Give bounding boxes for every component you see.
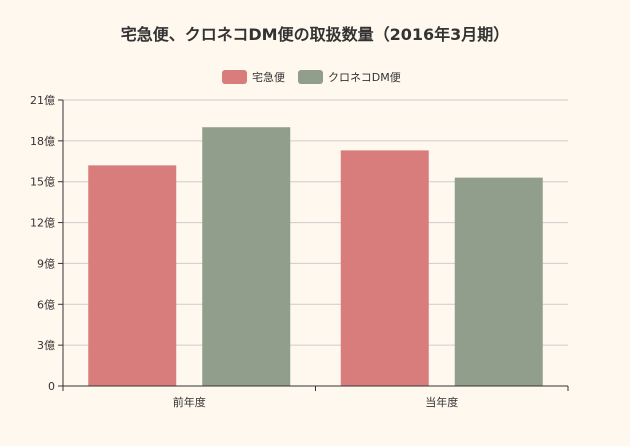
bar-kuroneko-dm-1[interactable] xyxy=(454,177,543,386)
y-tick-label: 12億 xyxy=(30,217,55,230)
legend-label-takkyubin[interactable]: 宅急便 xyxy=(252,70,285,84)
legend: 宅急便 クロネコDM便 xyxy=(222,70,401,84)
y-tick-label: 18億 xyxy=(30,135,55,148)
y-tick-label: 15億 xyxy=(30,176,55,189)
bars xyxy=(88,127,543,386)
legend-swatch-takkyubin[interactable] xyxy=(222,70,247,84)
legend-label-kuroneko-dm[interactable]: クロネコDM便 xyxy=(328,71,401,84)
bar-takkyubin-1[interactable] xyxy=(340,150,429,386)
y-tick-label: 3億 xyxy=(37,339,55,352)
y-tick-label: 0 xyxy=(48,380,55,393)
y-tick-label: 21億 xyxy=(30,94,55,107)
x-axis-category-labels: 前年度 当年度 xyxy=(173,395,459,409)
x-axis-ticks xyxy=(62,386,569,391)
x-category-label: 前年度 xyxy=(173,395,206,409)
y-tick-label: 6億 xyxy=(37,298,55,311)
bar-takkyubin-0[interactable] xyxy=(88,165,177,386)
y-tick-label: 9億 xyxy=(37,257,55,270)
y-axis-tick-labels: 0 3億 6億 9億 12億 15億 18億 21億 xyxy=(30,94,55,393)
bar-kuroneko-dm-0[interactable] xyxy=(202,127,291,386)
x-category-label: 当年度 xyxy=(425,395,458,409)
legend-swatch-kuroneko-dm[interactable] xyxy=(298,70,323,84)
chart-title: 宅急便、クロネコDM便の取扱数量（2016年3月期） xyxy=(121,25,510,44)
